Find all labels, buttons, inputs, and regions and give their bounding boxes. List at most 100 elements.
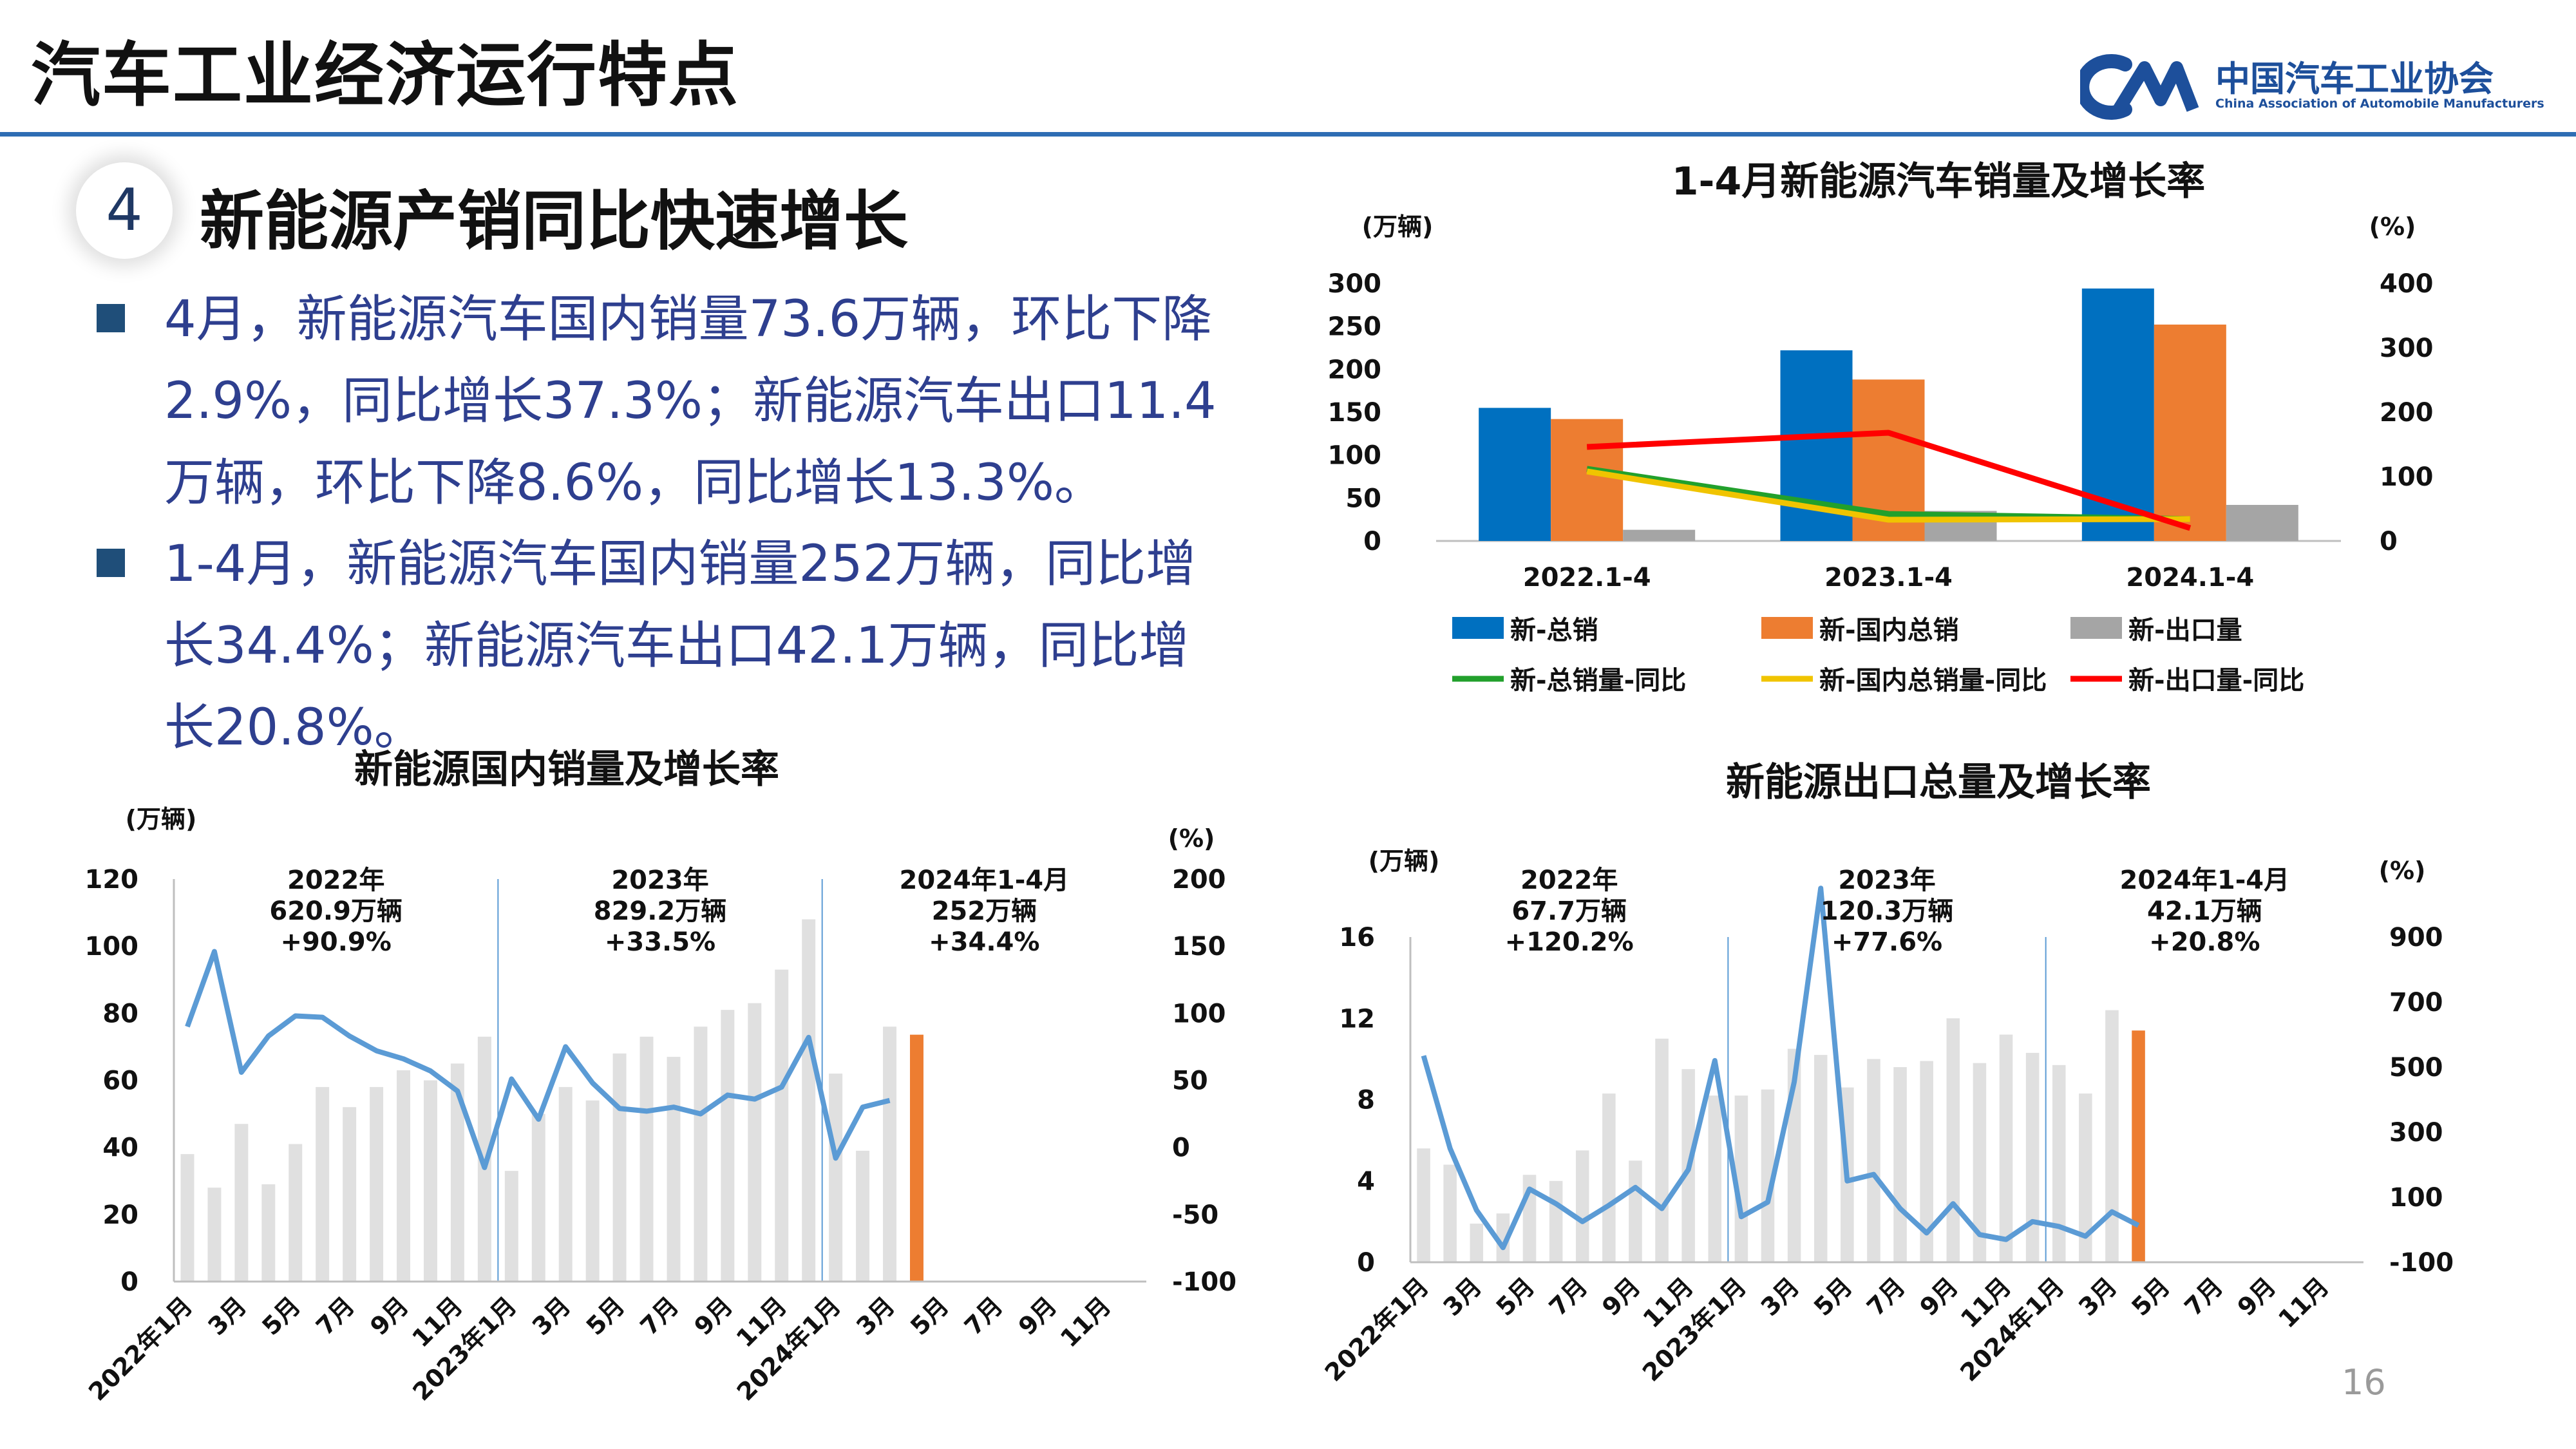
chart3-y2-tick: 100 xyxy=(2389,1183,2443,1213)
bullet-paragraph-1: 4月，新能源汽车国内销量73.6万辆，环比下降 2.9%，同比增长37.3%；新… xyxy=(164,279,1259,524)
chart3-bar xyxy=(1470,1224,1484,1262)
chart3-x-tick: 7月 xyxy=(1544,1272,1593,1321)
chart3-bar xyxy=(1814,1055,1828,1262)
bullet-square-icon xyxy=(97,304,125,332)
chart3-x-tick: 3月 xyxy=(2073,1272,2123,1321)
section-title: 新能源产销同比快速增长 xyxy=(200,184,908,259)
chart3-y2-tick: 500 xyxy=(2389,1053,2443,1083)
chart2-annotation-total: 252万辆 xyxy=(932,896,1037,926)
chart3-x-tick: 3月 xyxy=(1437,1272,1487,1321)
logo-chinese-name: 中国汽车工业协会 xyxy=(2215,59,2494,99)
chart1-y-tick: 100 xyxy=(1328,441,1382,471)
chart3-title: 新能源出口总量及增长率 xyxy=(1726,760,2151,805)
chart2-bar xyxy=(180,1154,194,1282)
chart3-y2-axis-unit: (%) xyxy=(2379,857,2426,885)
chart1-y2-axis-unit: (%) xyxy=(2369,213,2416,241)
chart2-bar xyxy=(234,1124,249,1282)
chart2-x-tick: 7月 xyxy=(959,1291,1009,1341)
chart3-bar xyxy=(1973,1063,1987,1262)
chart3-bar xyxy=(1417,1148,1430,1262)
chart2-annotation-total: 620.9万辆 xyxy=(269,896,402,926)
chart3-bar xyxy=(1920,1061,1933,1262)
bullet-square-icon xyxy=(97,549,125,577)
chart3-y2-tick: 300 xyxy=(2389,1118,2443,1148)
chart1-series-line xyxy=(1586,468,2190,523)
chart2-annotation-total: 829.2万辆 xyxy=(594,896,727,926)
chart3-y2-tick: -100 xyxy=(2389,1248,2454,1278)
chart1-bar xyxy=(1623,529,1696,541)
chart2-x-tick: 5月 xyxy=(581,1291,630,1341)
chart3-bar xyxy=(1867,1059,1880,1262)
chart2-bar xyxy=(612,1053,627,1282)
chart1-y-tick: 250 xyxy=(1328,312,1382,342)
chart2-bar xyxy=(909,1034,923,1282)
chart1-y-tick: 0 xyxy=(1363,527,1381,556)
chart3-bar xyxy=(1496,1213,1510,1262)
chart1-bar xyxy=(1479,408,1551,541)
chart2-bar xyxy=(721,1010,735,1282)
chart1-y2-tick: 0 xyxy=(2380,527,2398,556)
chart3-y-tick: 8 xyxy=(1357,1086,1375,1115)
chart2-bar xyxy=(261,1184,276,1282)
chart3-annotation-total: 120.3万辆 xyxy=(1821,896,1954,926)
chart2-y2-tick: 50 xyxy=(1172,1066,1208,1096)
chart2-bar xyxy=(423,1080,437,1282)
chart3-x-tick: 5月 xyxy=(2126,1272,2175,1321)
chart3-y2-tick: 700 xyxy=(2389,988,2443,1018)
chart3-bar xyxy=(1549,1180,1563,1262)
chart2-bar xyxy=(558,1086,573,1282)
chart-export-sales: 新能源出口总量及增长率 (万辆) (%) 16 12 8 4 0 900 700 500 300… xyxy=(1320,760,2454,1387)
caam-logo-icon xyxy=(2080,54,2199,120)
chart2-bar xyxy=(370,1086,384,1282)
chart2-x-tick: 7月 xyxy=(635,1291,685,1341)
chart2-growth-line xyxy=(185,949,891,1170)
chart2-bar xyxy=(289,1144,303,1282)
chart3-x-tick: 5月 xyxy=(1491,1272,1540,1321)
chart3-x-tick: 3月 xyxy=(1756,1272,1805,1321)
chart3-y2-tick: 900 xyxy=(2389,923,2443,952)
chart2-y2-tick: 100 xyxy=(1172,999,1226,1028)
chart2-bar xyxy=(585,1100,600,1282)
chart3-annotation-yoy: +77.6% xyxy=(1832,927,1942,957)
chart3-annotation-yoy: +20.8% xyxy=(2149,927,2260,957)
chart3-y-tick: 0 xyxy=(1357,1248,1375,1278)
chart2-y-tick: 0 xyxy=(120,1267,138,1297)
chart2-bar xyxy=(531,1113,545,1282)
chart1-series-line xyxy=(1586,430,2192,531)
page-number: 16 xyxy=(2342,1362,2386,1403)
chart2-bar xyxy=(748,1003,762,1282)
chart2-y-tick: 100 xyxy=(85,932,139,961)
chart2-y2-tick: 200 xyxy=(1172,865,1226,895)
chart3-bar xyxy=(2052,1065,2066,1262)
chart2-y2-tick: -50 xyxy=(1172,1200,1218,1230)
bullet-1-line-2: 2.9%，同比增长37.3%；新能源汽车出口11.4 xyxy=(164,372,1217,430)
chart1-y-axis-unit: (万辆) xyxy=(1362,213,1434,241)
chart1-y2-tick: 100 xyxy=(2380,462,2434,492)
chart1-legend-swatch xyxy=(1452,617,1504,639)
chart-domestic-sales: 新能源国内销量及增长率 (万辆) (%) 1201008060402002001… xyxy=(83,747,1236,1406)
chart3-bar xyxy=(1893,1067,1907,1262)
bullet-1-line-3: 万辆，环比下降8.6%，同比增长13.3%。 xyxy=(164,454,1104,512)
chart2-annotation-year: 2022年 xyxy=(287,866,384,895)
chart3-bar xyxy=(1602,1094,1616,1262)
chart2-bar xyxy=(397,1070,411,1282)
chart2-x-tick: 2022年1月 xyxy=(83,1291,198,1406)
header-divider xyxy=(0,132,2576,137)
chart3-annotation-year: 2024年1-4月 xyxy=(2120,866,2290,895)
chart1-y-tick: 150 xyxy=(1328,398,1382,428)
chart1-bar xyxy=(1551,419,1624,541)
chart2-annotation-yoy: +33.5% xyxy=(605,927,715,957)
chart3-y-tick: 16 xyxy=(1339,923,1375,952)
chart1-y2-tick: 300 xyxy=(2380,334,2434,363)
chart2-bar xyxy=(316,1086,330,1282)
chart3-growth-line xyxy=(1421,886,2140,1251)
chart2-y-tick: 80 xyxy=(102,999,138,1028)
chart1-x-tick: 2022.1-4 xyxy=(1523,563,1651,592)
chart2-y2-axis-unit: (%) xyxy=(1168,824,1215,853)
chart1-bar xyxy=(2154,325,2226,541)
chart2-x-tick: 3月 xyxy=(851,1291,900,1341)
chart2-bar xyxy=(450,1063,464,1282)
chart3-annotation-total: 42.1万辆 xyxy=(2147,896,2262,926)
chart1-title: 1-4月新能源汽车销量及增长率 xyxy=(1672,159,2205,204)
bullet-paragraph-2: 1-4月，新能源汽车国内销量252万辆，同比增 长34.4%；新能源汽车出口42… xyxy=(164,524,1259,769)
